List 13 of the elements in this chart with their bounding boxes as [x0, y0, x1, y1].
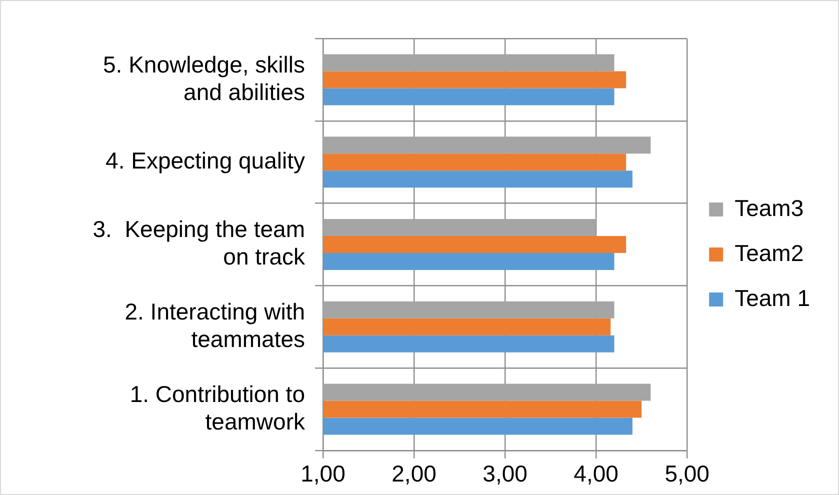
legend-label: Team 1 [734, 284, 810, 311]
legend-label: Team3 [734, 194, 804, 221]
x-tick-label: 1,00 [300, 460, 346, 487]
y-tick-label: 3. Keeping the team on track [92, 216, 306, 270]
y-tick-label: 5. Knowledge, skills and abilities [103, 51, 305, 105]
x-tick-label: 5,00 [664, 460, 710, 487]
x-tick-label: 4,00 [574, 460, 618, 487]
y-tick-label: 4. Expecting quality [106, 147, 306, 174]
y-tick-label: 2. Interacting with teammates [124, 298, 305, 352]
y-tick-label: 1. Contribution to teamwork [130, 380, 306, 434]
x-tick-label: 3,00 [482, 460, 528, 487]
legend-label: Team2 [734, 240, 804, 266]
x-tick-label: 2,00 [392, 460, 436, 487]
